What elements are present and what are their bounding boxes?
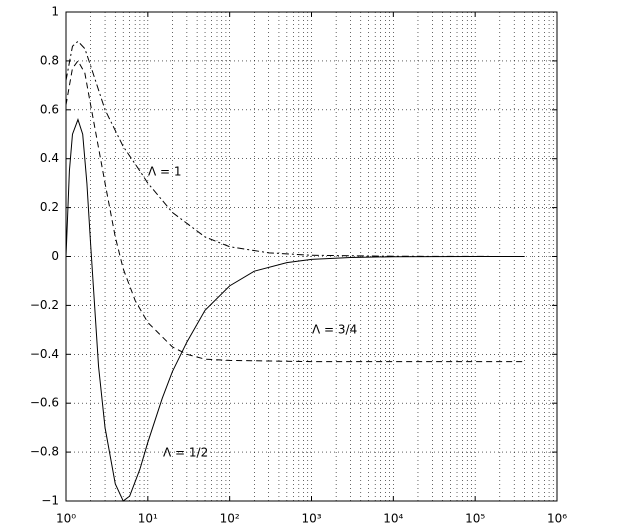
- annotation: Λ = 1/2: [163, 446, 208, 460]
- y-tick-label: −0.8: [30, 445, 59, 459]
- y-tick-label: 0: [51, 249, 59, 263]
- x-tick-label: 10⁵: [465, 512, 485, 526]
- line-series: [65, 59, 525, 363]
- y-tick-label: 0.8: [40, 53, 59, 67]
- line-series: [65, 118, 525, 502]
- y-tick-label: −0.4: [30, 347, 59, 361]
- x-tick-label: 10¹: [138, 512, 158, 526]
- y-tick-label: 0.2: [40, 200, 59, 214]
- line-series: [65, 40, 525, 257]
- annotation: Λ = 1: [148, 165, 182, 179]
- y-tick-label: −0.6: [30, 396, 59, 410]
- y-tick-label: −1: [41, 494, 59, 508]
- x-tick-label: 10⁰: [56, 512, 76, 526]
- x-tick-label: 10⁴: [383, 512, 403, 526]
- y-tick-label: 0.6: [40, 102, 59, 116]
- x-tick-label: 10²: [220, 512, 240, 526]
- annotation: Λ = 3/4: [312, 323, 357, 337]
- x-tick-label: 10³: [301, 512, 321, 526]
- y-tick-label: −0.2: [30, 298, 59, 312]
- y-tick-label: 0.4: [40, 151, 59, 165]
- x-tick-label: 10⁶: [547, 512, 567, 526]
- y-tick-label: 1: [51, 5, 59, 19]
